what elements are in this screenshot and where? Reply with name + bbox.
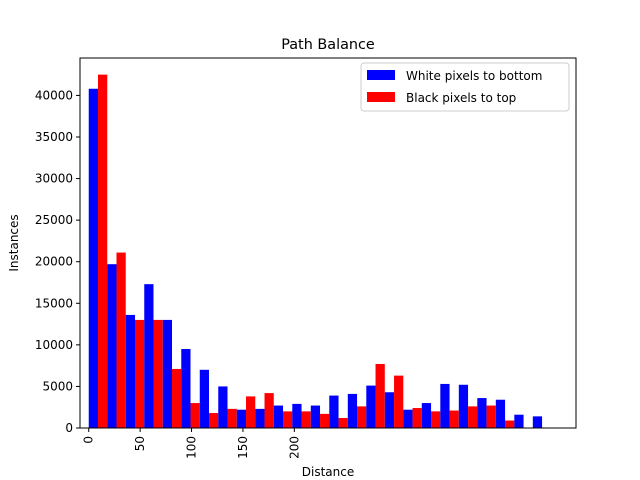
bar-black-pixels-16 bbox=[394, 375, 404, 428]
bar-black-pixels-18 bbox=[431, 411, 441, 428]
bar-white-pixels-10 bbox=[273, 405, 284, 428]
legend-box bbox=[360, 62, 570, 112]
bar-black-pixels-1 bbox=[116, 252, 126, 428]
bar-black-pixels-19 bbox=[449, 410, 459, 428]
bar-white-pixels-15 bbox=[366, 385, 376, 428]
y-tick-label-10000: 10000 bbox=[35, 338, 73, 352]
bar-black-pixels-5 bbox=[190, 403, 200, 428]
bar-black-pixels-15 bbox=[375, 363, 385, 428]
legend-label-black-pixels: Black pixels to top bbox=[406, 91, 516, 105]
bar-white-pixels-6 bbox=[199, 369, 210, 428]
y-tick-label-5000: 5000 bbox=[42, 379, 73, 393]
bar-black-pixels-2 bbox=[135, 319, 145, 428]
bar-black-pixels-14 bbox=[357, 406, 367, 428]
y-tick-label-20000: 20000 bbox=[35, 255, 73, 269]
legend-swatch-black-pixels bbox=[367, 92, 395, 102]
legend: White pixels to bottom Black pixels to t… bbox=[360, 62, 570, 112]
bar-black-pixels-12 bbox=[320, 413, 330, 428]
bar-black-pixels-17 bbox=[412, 408, 422, 428]
y-tick-label-30000: 30000 bbox=[35, 172, 73, 186]
bar-black-pixels-21 bbox=[486, 405, 496, 428]
x-tick-label-0: 0 bbox=[82, 436, 96, 444]
bar-white-pixels-18 bbox=[421, 403, 432, 428]
bars-layer bbox=[88, 74, 543, 428]
bar-white-pixels-5 bbox=[181, 349, 191, 428]
bar-white-pixels-23 bbox=[514, 414, 524, 428]
bar-black-pixels-10 bbox=[283, 411, 293, 428]
bar-black-pixels-11 bbox=[301, 411, 311, 428]
y-tick-label-40000: 40000 bbox=[35, 88, 73, 102]
bar-white-pixels-3 bbox=[144, 284, 154, 428]
bar-white-pixels-19 bbox=[440, 383, 450, 428]
bar-white-pixels-8 bbox=[236, 409, 247, 428]
x-axis-label: Distance bbox=[302, 465, 354, 479]
legend-swatch-white-pixels bbox=[367, 70, 395, 80]
y-axis-label: Instances bbox=[7, 214, 21, 271]
bar-black-pixels-3 bbox=[153, 319, 163, 428]
bar-black-pixels-9 bbox=[264, 393, 274, 428]
bar-black-pixels-4 bbox=[172, 368, 182, 428]
bar-white-pixels-12 bbox=[310, 405, 321, 428]
legend-label-white-pixels: White pixels to bottom bbox=[406, 69, 542, 83]
bar-white-pixels-2 bbox=[125, 314, 135, 428]
bar-white-pixels-9 bbox=[255, 408, 265, 428]
bar-white-pixels-13 bbox=[329, 395, 339, 428]
bar-white-pixels-21 bbox=[477, 398, 487, 428]
x-tick-label-100: 100 bbox=[185, 436, 199, 459]
bar-white-pixels-17 bbox=[403, 409, 413, 428]
bar-white-pixels-11 bbox=[292, 403, 302, 428]
y-axis: 0 5000 10000 15000 20000 25000 30000 35000 40000 bbox=[35, 88, 80, 435]
y-tick-label-25000: 25000 bbox=[35, 213, 73, 227]
y-tick-label-35000: 35000 bbox=[35, 130, 73, 144]
chart-title: Path Balance bbox=[281, 37, 375, 53]
x-tick-label-150: 150 bbox=[236, 436, 250, 459]
x-tick-label-50: 50 bbox=[133, 436, 147, 451]
bar-black-pixels-6 bbox=[209, 413, 219, 428]
bar-black-pixels-13 bbox=[338, 418, 348, 428]
plot-frame bbox=[79, 57, 577, 429]
bar-black-pixels-0 bbox=[97, 74, 108, 428]
bar-white-pixels-16 bbox=[384, 392, 395, 428]
x-axis: 0 50 100 150 200 bbox=[82, 428, 301, 459]
bar-white-pixels-24 bbox=[532, 416, 543, 428]
bar-black-pixels-8 bbox=[246, 396, 256, 428]
bar-white-pixels-14 bbox=[347, 393, 358, 428]
x-tick-label-200: 200 bbox=[287, 436, 301, 459]
y-tick-label-0: 0 bbox=[65, 421, 73, 435]
y-tick-label-15000: 15000 bbox=[35, 296, 73, 310]
bar-white-pixels-22 bbox=[495, 399, 506, 428]
bar-white-pixels-20 bbox=[458, 384, 469, 428]
bar-white-pixels-4 bbox=[162, 319, 172, 428]
bar-black-pixels-20 bbox=[468, 406, 478, 428]
bar-white-pixels-0 bbox=[88, 88, 98, 428]
bar-black-pixels-7 bbox=[227, 408, 237, 428]
bar-white-pixels-1 bbox=[107, 264, 117, 428]
bar-white-pixels-7 bbox=[218, 386, 228, 428]
bar-black-pixels-22 bbox=[505, 420, 515, 428]
